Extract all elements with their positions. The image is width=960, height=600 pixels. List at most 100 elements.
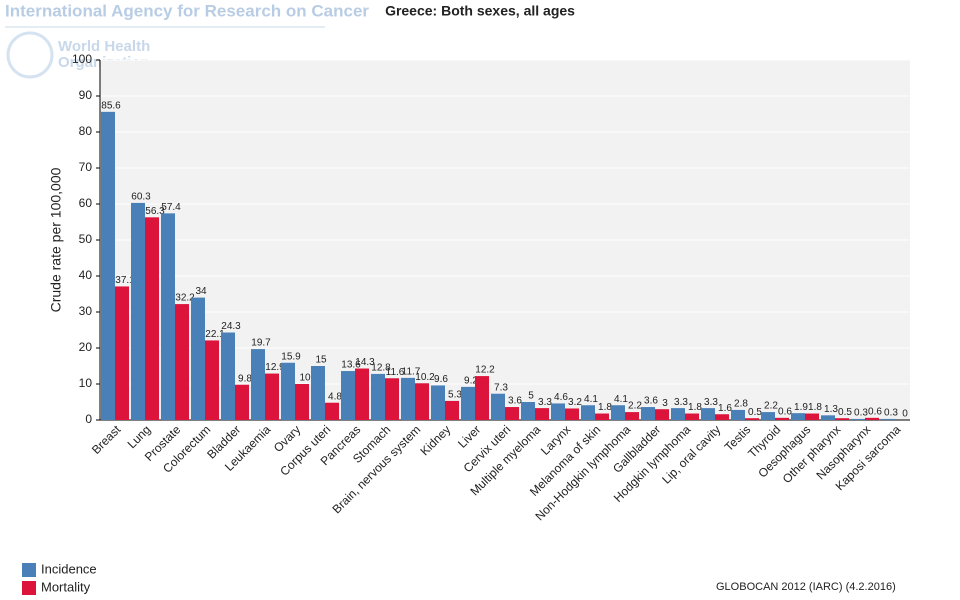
who-logo — [6, 31, 54, 79]
x-tick-label: Breast — [89, 422, 124, 457]
bar — [535, 408, 549, 420]
value-label: 85.6 — [101, 100, 121, 111]
bar — [221, 332, 235, 420]
bar — [101, 111, 115, 420]
bar — [611, 405, 625, 420]
bar — [881, 418, 895, 420]
value-label: 3 — [662, 398, 668, 409]
y-tick-label: 20 — [79, 340, 93, 354]
value-label: 9.6 — [434, 374, 448, 385]
bar — [131, 202, 145, 420]
value-label: 4.1 — [584, 394, 598, 405]
value-label: 2.2 — [764, 401, 778, 412]
who-name: World Health — [58, 38, 150, 55]
bar — [281, 362, 295, 420]
value-label: 2.8 — [734, 399, 748, 410]
bar — [821, 415, 835, 420]
bar — [775, 417, 789, 420]
value-label: 0.3 — [884, 408, 898, 419]
value-label: 4.6 — [554, 392, 568, 403]
value-label: 0 — [902, 409, 908, 420]
bar — [341, 371, 355, 420]
value-label: 12.9 — [265, 362, 285, 373]
y-tick-label: 0 — [85, 412, 92, 426]
value-label: 5 — [528, 391, 534, 402]
value-label: 9.8 — [238, 373, 252, 384]
bar — [521, 402, 535, 420]
value-label: 2.2 — [628, 401, 642, 412]
bar — [145, 217, 159, 420]
y-tick-label: 90 — [79, 88, 93, 102]
value-label: 15.9 — [281, 351, 301, 362]
value-label: 14.3 — [355, 357, 375, 368]
value-label: 4.8 — [328, 391, 342, 402]
bar — [791, 413, 805, 420]
value-label: 11.7 — [402, 367, 421, 378]
value-label: 57.4 — [161, 202, 181, 213]
value-label: 10 — [299, 373, 311, 384]
value-label: 1.8 — [808, 402, 822, 413]
footer: GLOBOCAN 2012 (IARC) (4.2.2016) — [716, 581, 896, 593]
agency: International Agency for Research on Can… — [5, 1, 369, 20]
bar — [715, 414, 729, 420]
value-label: 12.8 — [371, 363, 391, 374]
bar — [445, 400, 459, 420]
value-label: 24.3 — [221, 321, 241, 332]
value-label: 5.3 — [448, 390, 462, 401]
value-label: 19.7 — [251, 338, 271, 349]
value-label: 34 — [195, 286, 207, 297]
bar — [401, 377, 415, 420]
y-axis-label: Crude rate per 100,000 — [48, 167, 64, 312]
bar — [265, 373, 279, 420]
value-label: 0.6 — [778, 406, 792, 417]
bar — [865, 417, 879, 420]
bar — [475, 376, 489, 420]
y-tick-label: 100 — [72, 52, 92, 66]
bar — [805, 413, 819, 420]
value-label: 22.1 — [205, 329, 225, 340]
value-label: 7.3 — [494, 382, 508, 393]
legend-swatch — [22, 581, 36, 595]
legend-label: Mortality — [41, 579, 91, 594]
bar — [355, 368, 369, 420]
bar — [461, 386, 475, 420]
value-label: 0.3 — [854, 408, 868, 419]
legend-label: Incidence — [41, 561, 97, 576]
y-tick-label: 50 — [79, 232, 93, 246]
bar — [731, 409, 745, 420]
bar — [191, 297, 205, 420]
bar — [311, 366, 325, 420]
value-label: 3.3 — [704, 397, 718, 408]
value-label: 0.6 — [868, 406, 882, 417]
bar — [251, 349, 265, 420]
bar — [385, 378, 399, 420]
value-label: 1.8 — [598, 402, 612, 413]
chart-title: Greece: Both sexes, all ages — [385, 3, 575, 19]
bar — [205, 340, 219, 420]
bar — [115, 286, 129, 420]
value-label: 10.2 — [415, 372, 435, 383]
value-label: 1.9 — [794, 402, 808, 413]
value-label: 15 — [315, 355, 327, 366]
value-label: 1.3 — [824, 404, 838, 415]
value-label: 3.3 — [674, 397, 688, 408]
value-label: 3.6 — [508, 396, 522, 407]
value-label: 60.3 — [131, 192, 151, 203]
bar — [581, 405, 595, 420]
bar — [161, 213, 175, 420]
value-label: 11.6 — [386, 367, 405, 378]
bar — [325, 402, 339, 420]
bar — [175, 304, 189, 420]
bar — [745, 418, 759, 420]
bar — [835, 418, 849, 420]
value-label: 37.1 — [115, 275, 135, 286]
value-label: 3.6 — [644, 396, 658, 407]
y-tick-label: 60 — [79, 196, 93, 210]
bar — [551, 403, 565, 420]
bar — [655, 409, 669, 420]
bar — [415, 383, 429, 420]
bar — [565, 408, 579, 420]
bar — [491, 393, 505, 420]
value-label: 13.6 — [341, 360, 361, 371]
